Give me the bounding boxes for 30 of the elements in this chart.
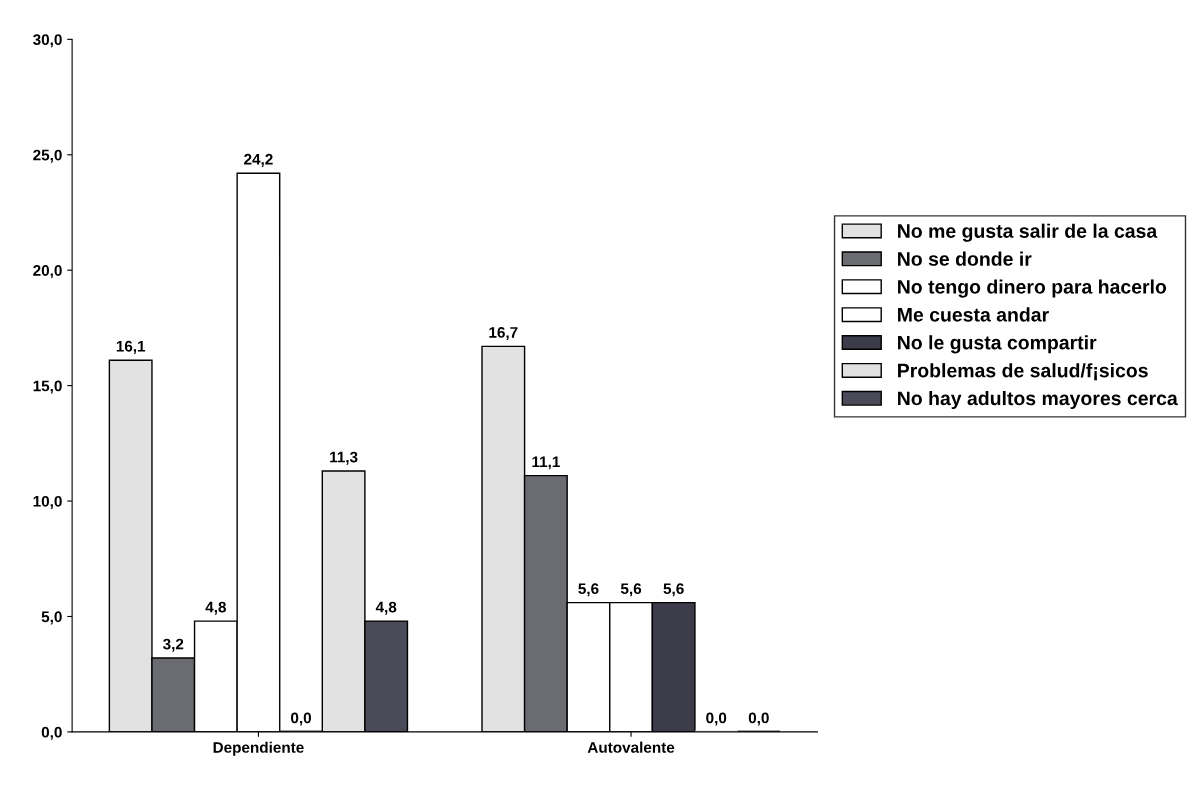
legend-label: No se donde ir <box>898 251 1032 266</box>
y-tick-label: 20,0 <box>33 265 62 279</box>
y-tick-label: 5,0 <box>41 611 62 625</box>
data-label: 16,7 <box>489 326 518 341</box>
y-tick-label: 15,0 <box>33 380 62 394</box>
data-label: 11,1 <box>532 456 560 470</box>
x-tick-label: Dependiente <box>213 741 304 756</box>
data-label: 16,1 <box>116 340 146 354</box>
data-label: 5,6 <box>663 583 684 597</box>
data-label: 11,3 <box>330 451 358 465</box>
legend-label: Problemas de salud/f¡sicos <box>898 363 1148 381</box>
data-label: 0,0 <box>291 712 312 726</box>
data-label: 4,8 <box>205 601 226 615</box>
y-tick-label: 0,0 <box>41 726 62 740</box>
y-tick-label: 30,0 <box>33 34 62 48</box>
data-label: 24,2 <box>244 153 273 167</box>
legend-label: No le gusta compartir <box>898 335 1097 354</box>
data-label: 3,2 <box>162 638 184 652</box>
data-label: 0,0 <box>748 712 769 726</box>
legend-label: No me gusta salir de la casa <box>898 223 1158 242</box>
data-label: 0,0 <box>706 712 727 726</box>
y-tick-label: 10,0 <box>33 495 62 509</box>
legend-label: No hay adultos mayores cerca <box>898 390 1178 410</box>
data-label: 4,8 <box>375 601 397 615</box>
legend-label: Me cuesta andar <box>898 307 1049 322</box>
data-label: 5,6 <box>620 583 642 597</box>
legend-label: No tengo dinero para hacerlo <box>898 279 1167 298</box>
x-tick-label: Autovalente <box>587 741 675 753</box>
y-tick-label: 25,0 <box>33 149 62 163</box>
data-label: 5,6 <box>578 583 599 597</box>
